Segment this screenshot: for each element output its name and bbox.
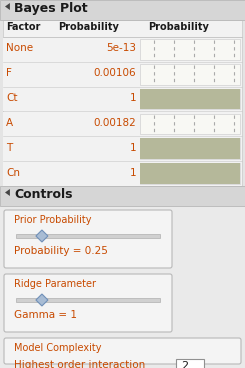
Bar <box>3 161 242 186</box>
Polygon shape <box>5 189 10 196</box>
Bar <box>140 64 240 85</box>
Bar <box>3 112 242 136</box>
Polygon shape <box>36 294 48 306</box>
Bar <box>3 136 242 161</box>
Text: Probability: Probability <box>58 22 119 32</box>
Text: Bayes Plot: Bayes Plot <box>14 2 88 15</box>
Bar <box>140 89 240 110</box>
Text: A: A <box>6 118 13 128</box>
Text: Model Complexity: Model Complexity <box>14 343 101 353</box>
Bar <box>140 163 240 184</box>
Bar <box>176 359 204 368</box>
Text: 1: 1 <box>129 143 136 153</box>
Bar <box>3 62 242 87</box>
Text: 5e-13: 5e-13 <box>106 43 136 53</box>
Text: Factor: Factor <box>6 22 40 32</box>
Bar <box>140 163 240 184</box>
Text: Ct: Ct <box>6 93 17 103</box>
Polygon shape <box>5 3 10 10</box>
Bar <box>16 298 160 302</box>
Text: Prior Probability: Prior Probability <box>14 215 91 225</box>
Text: 0.00106: 0.00106 <box>93 68 136 78</box>
Text: 2: 2 <box>181 361 188 368</box>
FancyBboxPatch shape <box>4 274 172 332</box>
Text: Gamma = 1: Gamma = 1 <box>14 310 77 320</box>
Text: F: F <box>6 68 12 78</box>
Bar <box>0 186 245 206</box>
Bar <box>0 0 245 20</box>
Text: 1: 1 <box>129 93 136 103</box>
Polygon shape <box>36 230 48 242</box>
Text: 0.00182: 0.00182 <box>93 118 136 128</box>
Bar <box>140 138 240 159</box>
Text: Probability = 0.25: Probability = 0.25 <box>14 246 108 256</box>
Bar <box>140 113 240 134</box>
Bar <box>3 87 242 112</box>
Text: 1: 1 <box>129 167 136 178</box>
Text: Ridge Parameter: Ridge Parameter <box>14 279 96 289</box>
FancyBboxPatch shape <box>4 338 241 364</box>
Bar <box>3 37 242 62</box>
Bar <box>0 0 245 186</box>
Bar <box>0 186 245 368</box>
Bar <box>140 89 240 110</box>
Text: Probability: Probability <box>148 22 209 32</box>
Bar <box>16 234 160 238</box>
Text: Highest order interaction: Highest order interaction <box>14 360 145 368</box>
FancyBboxPatch shape <box>4 210 172 268</box>
Text: None: None <box>6 43 33 53</box>
Bar <box>140 39 240 60</box>
Text: Controls: Controls <box>14 188 73 201</box>
Bar <box>3 20 242 186</box>
Bar <box>140 138 240 159</box>
Text: T: T <box>6 143 12 153</box>
Text: Cn: Cn <box>6 167 20 178</box>
